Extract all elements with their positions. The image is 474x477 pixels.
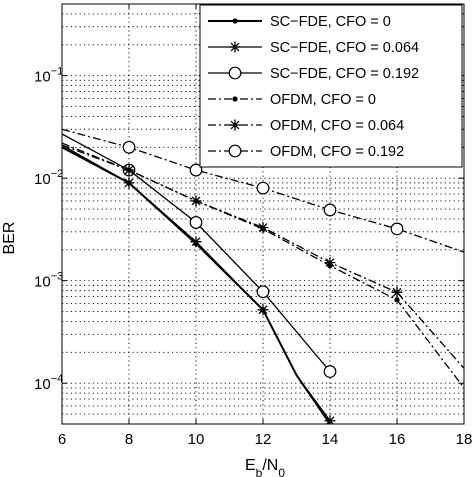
legend-marker — [228, 66, 242, 80]
series-layer — [62, 128, 464, 424]
data-point — [324, 257, 336, 269]
x-axis-label: Eb/N0 — [245, 457, 285, 477]
legend-entry: SC−FDE, CFO = 0.064 — [208, 40, 419, 56]
data-point — [394, 297, 400, 303]
series-4 — [62, 144, 464, 389]
legend-label: OFDM, CFO = 0 — [270, 92, 376, 108]
data-point — [256, 181, 270, 195]
data-point — [257, 222, 269, 234]
x-tick-label: 6 — [58, 431, 66, 448]
data-point — [189, 163, 203, 177]
legend-label: OFDM, CFO = 0.064 — [270, 118, 404, 134]
legend-marker — [232, 18, 238, 24]
y-axis-label: BER — [1, 222, 18, 255]
data-point — [256, 285, 270, 299]
data-point — [123, 177, 135, 189]
legend-label: OFDM, CFO = 0.192 — [270, 144, 404, 160]
data-point — [323, 203, 337, 217]
data-point — [323, 365, 337, 378]
data-point — [122, 140, 136, 154]
legend-marker — [229, 41, 241, 53]
y-tick-label: 10−3 — [34, 271, 63, 291]
data-point — [257, 304, 269, 316]
y-tick-label: 10−1 — [34, 66, 63, 86]
data-point — [390, 222, 404, 236]
series-line — [62, 144, 331, 422]
legend-label: SC−FDE, CFO = 0.192 — [270, 66, 419, 82]
data-point — [123, 164, 135, 176]
legend-marker — [232, 96, 238, 102]
legend-entry: SC−FDE, CFO = 0 — [208, 14, 391, 30]
legend-box — [199, 4, 463, 168]
x-tick-label: 8 — [125, 431, 133, 448]
legend-entry: OFDM, CFO = 0.064 — [208, 118, 404, 134]
series-5 — [62, 142, 464, 369]
data-point — [189, 216, 203, 229]
x-tick-label: 18 — [456, 431, 473, 448]
legend-label: SC−FDE, CFO = 0.064 — [270, 40, 419, 56]
legend-entry: OFDM, CFO = 0 — [208, 92, 376, 108]
data-point — [190, 195, 202, 207]
x-tick-label: 14 — [322, 431, 339, 448]
legend-label: SC−FDE, CFO = 0 — [270, 14, 391, 30]
y-axis-ticks: 10−1 10−2 10−3 10−4 — [34, 66, 464, 393]
x-tick-label: 16 — [389, 431, 406, 448]
data-point — [391, 286, 403, 298]
legend-marker — [229, 119, 241, 131]
data-point — [190, 236, 202, 248]
series-line — [62, 144, 464, 389]
y-tick-label: 10−2 — [34, 168, 63, 188]
x-tick-label: 12 — [255, 431, 272, 448]
legend: SC−FDE, CFO = 0 SC−FDE, CFO = 0.064 SC−FDE… — [199, 4, 463, 168]
legend-entry: OFDM, CFO = 0.192 — [208, 144, 404, 160]
x-tick-label: 10 — [188, 431, 205, 448]
y-tick-label: 10−4 — [34, 373, 63, 393]
legend-entry: SC−FDE, CFO = 0.192 — [208, 66, 419, 82]
x-axis-ticks: 6 8 10 12 14 16 18 — [58, 4, 473, 448]
series-6 — [62, 128, 464, 253]
legend-marker — [228, 144, 242, 158]
